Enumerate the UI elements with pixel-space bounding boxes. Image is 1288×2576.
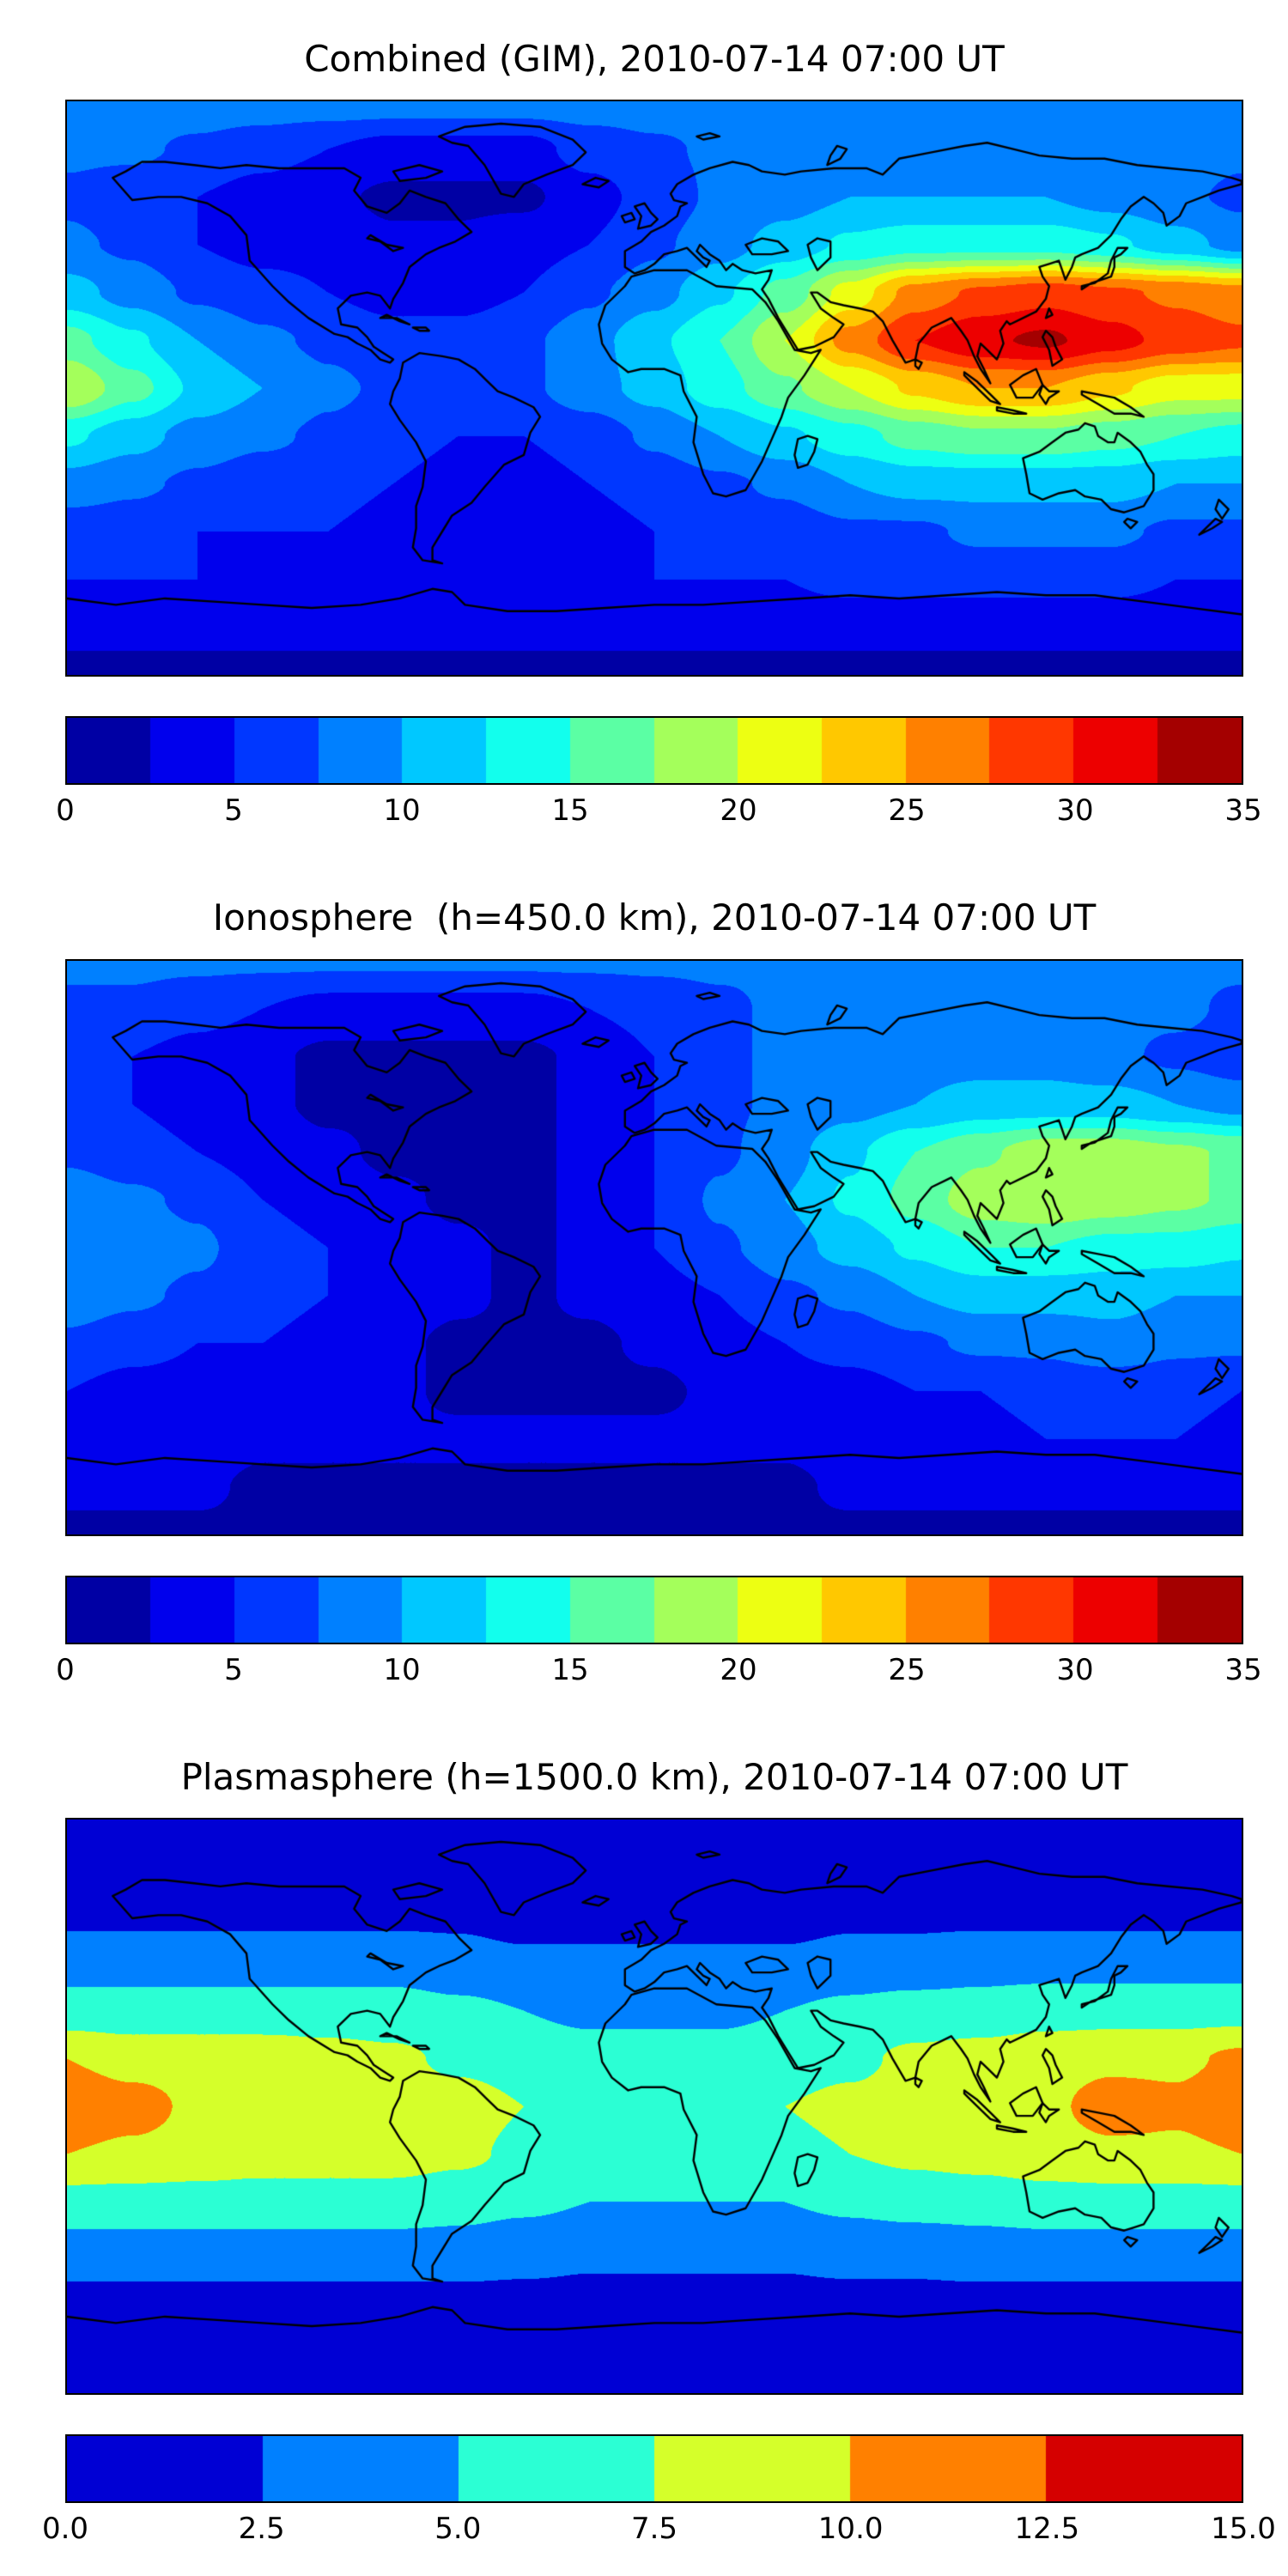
colorbar-tick-label: 0: [56, 793, 75, 829]
panel-plasmasphere: Plasmasphere (h=1500.0 km), 2010-07-14 0…: [0, 1755, 1288, 2547]
colorbar-tick-label: 20: [720, 1652, 757, 1687]
colorbar-plasmasphere: [65, 2434, 1243, 2504]
panel-ionosphere: Ionosphere (h=450.0 km), 2010-07-14 07:0…: [0, 896, 1288, 1687]
colorbar-tick-label: 20: [720, 793, 757, 829]
colorbar-tick-label: 0.0: [41, 2512, 89, 2547]
panel-combined: Combined (GIM), 2010-07-14 07:00 UT 0 5 10…: [0, 38, 1288, 828]
colorbar-tick-label: 25: [888, 793, 926, 829]
colorbar-canvas-combined: [67, 718, 1242, 784]
colorbar-tick-label: 5: [224, 1652, 243, 1687]
colorbar-tick-label: 30: [1056, 793, 1094, 829]
colorbar-tick-label: 30: [1056, 1652, 1094, 1687]
colorbar-tick-label: 10: [383, 793, 421, 829]
colorbar-canvas-plasmasphere: [67, 2436, 1242, 2502]
colorbar-ticks-plasmasphere: 0.0 2.5 5.0 7.5 10.0 12.5 15.0: [42, 2503, 1276, 2547]
map-canvas-ionosphere: [67, 960, 1242, 1534]
colorbar-tick-label: 15: [551, 1652, 589, 1687]
colorbar-combined: [65, 716, 1243, 786]
colorbar-tick-label: 15.0: [1211, 2512, 1276, 2547]
colorbar-tick-label: 5: [224, 793, 243, 829]
colorbar-tick-label: 15: [551, 793, 589, 829]
colorbar-tick-label: 5.0: [434, 2512, 482, 2547]
map-ionosphere: [65, 958, 1243, 1536]
panel-title-plasmasphere: Plasmasphere (h=1500.0 km), 2010-07-14 0…: [180, 1755, 1128, 1798]
map-plasmasphere: [65, 1818, 1243, 2396]
colorbar-ionosphere: [65, 1575, 1243, 1644]
colorbar-tick-label: 10.0: [817, 2512, 884, 2547]
panel-title-ionosphere: Ionosphere (h=450.0 km), 2010-07-14 07:0…: [212, 896, 1097, 939]
colorbar-ticks-ionosphere: 0 5 10 15 20 25 30 35: [56, 1644, 1261, 1687]
colorbar-tick-label: 0: [56, 1652, 75, 1687]
colorbar-tick-label: 25: [888, 1652, 926, 1687]
colorbar-tick-label: 35: [1224, 1652, 1262, 1687]
map-canvas-combined: [67, 101, 1242, 676]
colorbar-tick-label: 12.5: [1014, 2512, 1080, 2547]
panel-title-combined: Combined (GIM), 2010-07-14 07:00 UT: [304, 38, 1005, 80]
colorbar-tick-label: 10: [383, 1652, 421, 1687]
map-canvas-plasmasphere: [67, 1820, 1242, 2394]
colorbar-ticks-combined: 0 5 10 15 20 25 30 35: [56, 785, 1261, 828]
colorbar-tick-label: 35: [1224, 793, 1262, 829]
colorbar-canvas-ionosphere: [67, 1577, 1242, 1643]
colorbar-tick-label: 2.5: [238, 2512, 285, 2547]
colorbar-tick-label: 7.5: [630, 2512, 678, 2547]
map-combined: [65, 100, 1243, 677]
